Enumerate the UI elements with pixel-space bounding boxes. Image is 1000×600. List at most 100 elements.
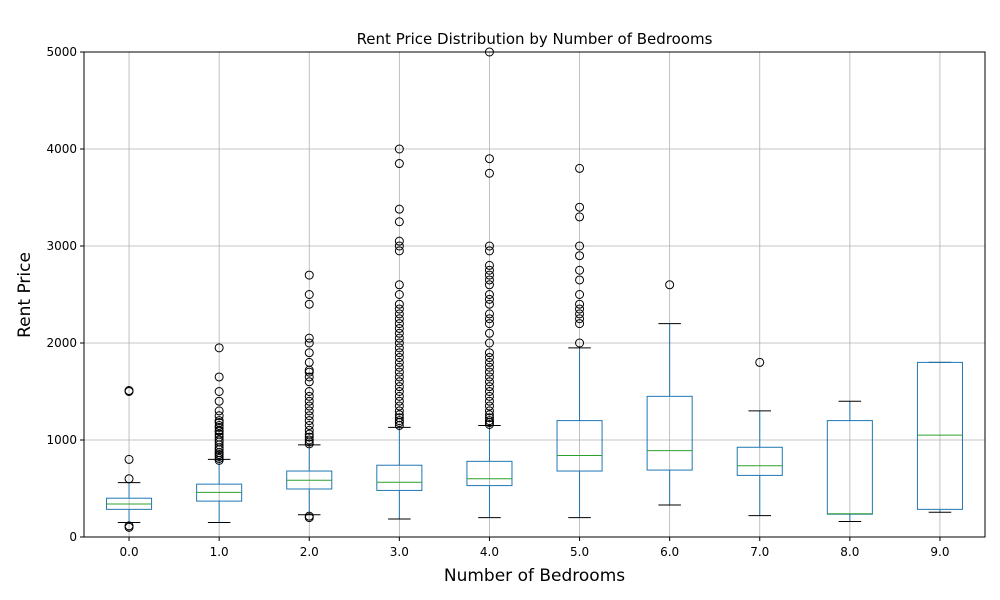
outlier-point: [394, 343, 404, 353]
outlier-point: [575, 251, 585, 261]
outlier-point: [484, 377, 494, 387]
outlier-point: [394, 353, 404, 363]
outlier-point: [484, 280, 494, 290]
outlier-point: [394, 236, 404, 246]
outlier-point: [484, 319, 494, 329]
outlier-point: [214, 387, 224, 396]
outlier-point: [575, 299, 585, 309]
iqr-box: [916, 361, 963, 510]
outlier-point: [484, 294, 494, 304]
outlier-point: [304, 270, 314, 280]
outlier-point: [304, 432, 314, 442]
outlier-point: [394, 416, 404, 426]
x-axis-title: Number of Bedrooms: [444, 566, 625, 586]
x-tick-label: 3.0: [390, 545, 409, 559]
y-tick-label: 3000: [46, 239, 77, 253]
outlier-point: [484, 246, 494, 256]
outlier-point: [484, 353, 494, 363]
y-tick-label: 0: [69, 530, 77, 544]
outlier-point: [304, 425, 314, 435]
outlier-point: [575, 304, 585, 314]
outlier-point: [214, 420, 224, 430]
outlier-point: [124, 474, 134, 484]
outlier-point: [304, 357, 314, 367]
box-group: [376, 144, 423, 520]
x-tick-label: 6.0: [660, 545, 679, 559]
outlier-point: [575, 314, 585, 324]
outlier-point: [304, 420, 314, 430]
outlier-point: [304, 435, 314, 445]
outlier-point: [304, 391, 314, 401]
outlier-point: [304, 290, 314, 299]
y-tick-label: 4000: [46, 142, 77, 156]
x-tick-label: 9.0: [930, 545, 949, 559]
box-group: [736, 357, 783, 517]
outlier-point: [484, 314, 494, 324]
outlier-point: [484, 401, 494, 411]
outlier-point: [394, 362, 404, 372]
outlier-point: [575, 290, 585, 299]
y-axis-title: Rent Price: [15, 252, 35, 338]
outlier-point: [394, 217, 404, 227]
outlier-point: [304, 348, 314, 358]
outlier-point: [484, 265, 494, 275]
x-tick-label: 5.0: [570, 545, 589, 559]
outlier-point: [394, 241, 404, 251]
outlier-point: [394, 387, 404, 396]
outlier-point: [575, 163, 585, 173]
outlier-point: [484, 260, 494, 270]
outlier-point: [304, 338, 314, 348]
outlier-point: [394, 338, 404, 348]
outlier-point: [394, 246, 404, 256]
outlier-point: [484, 391, 494, 401]
box-group: [916, 361, 963, 513]
outlier-point: [214, 343, 224, 353]
y-tick-label: 1000: [46, 433, 77, 447]
outlier-point: [484, 387, 494, 396]
outlier-point: [304, 387, 314, 396]
outlier-point: [484, 362, 494, 372]
outlier-point: [484, 168, 494, 178]
outlier-point: [214, 396, 224, 406]
outlier-point: [575, 275, 585, 285]
outlier-point: [394, 204, 404, 214]
outlier-point: [394, 413, 404, 423]
outlier-point: [304, 372, 314, 382]
outlier-point: [304, 511, 314, 521]
box-group: [196, 343, 243, 523]
iqr-box: [646, 395, 693, 471]
outlier-point: [394, 290, 404, 299]
outlier-point: [665, 280, 675, 290]
x-tick-label: 1.0: [210, 545, 229, 559]
outlier-point: [484, 309, 494, 319]
box-group: [646, 280, 693, 506]
outlier-point: [394, 328, 404, 338]
outlier-point: [484, 154, 494, 164]
outlier-point: [304, 377, 314, 387]
outlier-point: [575, 241, 585, 251]
outlier-point: [484, 290, 494, 299]
outlier-point: [484, 299, 494, 309]
iqr-box: [466, 460, 513, 487]
outlier-point: [304, 416, 314, 426]
outlier-point: [394, 333, 404, 343]
outlier-point: [575, 202, 585, 212]
x-tick-label: 2.0: [300, 545, 319, 559]
outlier-point: [394, 401, 404, 411]
outlier-point: [214, 432, 224, 442]
outlier-point: [484, 241, 494, 251]
outlier-point: [394, 382, 404, 392]
outlier-point: [575, 265, 585, 275]
outlier-point: [484, 416, 494, 426]
outlier-point: [394, 357, 404, 367]
chart-title: Rent Price Distribution by Number of Bed…: [357, 30, 713, 48]
box-group: [826, 400, 873, 522]
outlier-point: [124, 454, 134, 464]
outlier-point: [575, 309, 585, 319]
outlier-point: [484, 367, 494, 377]
y-tick-label: 5000: [46, 45, 77, 59]
outlier-point: [304, 401, 314, 411]
outlier-point: [484, 338, 494, 348]
outlier-point: [484, 275, 494, 285]
